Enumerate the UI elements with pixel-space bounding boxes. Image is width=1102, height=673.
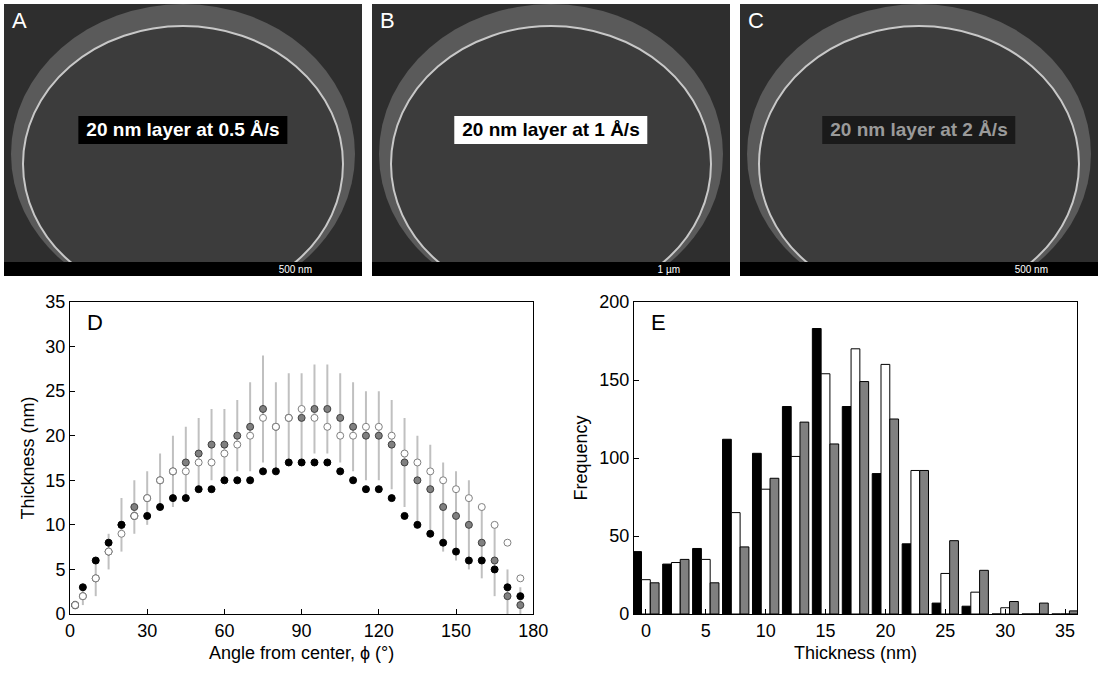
svg-text:Thickness (nm): Thickness (nm) [794,643,917,663]
svg-text:0: 0 [65,621,75,641]
svg-text:10: 10 [756,621,776,641]
svg-text:5: 5 [55,560,65,580]
svg-text:20: 20 [45,426,65,446]
svg-text:25: 25 [935,621,955,641]
svg-text:30: 30 [137,621,157,641]
svg-text:30: 30 [995,621,1015,641]
html-text:1 µm: 1 µm [657,264,680,275]
html-text:20 nm layer at 0.5 Å/s: 20 nm layer at 0.5 Å/s [86,119,280,140]
html-text:20 nm layer at 2 Å/s: 20 nm layer at 2 Å/s [830,119,1008,140]
html-text:500 nm: 500 nm [1014,264,1048,275]
svg-text:0: 0 [619,604,629,624]
svg-text:D: D [87,310,103,335]
svg-text:35: 35 [45,292,65,312]
svg-text:Angle from center, ϕ (°): Angle from center, ϕ (°) [209,643,394,663]
svg-text:E: E [651,310,666,335]
html-text:500 nm: 500 nm [278,264,312,275]
svg-text:90: 90 [292,621,312,641]
svg-text:0: 0 [641,621,651,641]
svg-text:120: 120 [364,621,394,641]
svg-text:0: 0 [55,604,65,624]
svg-text:10: 10 [45,515,65,535]
svg-text:60: 60 [214,621,234,641]
html-text:C: C [748,8,764,33]
svg-text:100: 100 [599,448,629,468]
svg-text:Frequency: Frequency [571,415,591,500]
svg-text:Thickness (nm): Thickness (nm) [18,396,38,519]
html-text:B: B [380,8,395,33]
svg-text:180: 180 [518,621,548,641]
svg-text:15: 15 [816,621,836,641]
svg-text:200: 200 [599,292,629,312]
svg-text:30: 30 [45,337,65,357]
svg-text:20: 20 [875,621,895,641]
svg-text:150: 150 [441,621,471,641]
svg-text:15: 15 [45,471,65,491]
html-text:A: A [12,8,27,33]
svg-text:5: 5 [701,621,711,641]
svg-text:25: 25 [45,381,65,401]
svg-text:150: 150 [599,370,629,390]
svg-text:50: 50 [609,526,629,546]
svg-text:35: 35 [1055,621,1075,641]
html-text:20 nm layer at 1 Å/s: 20 nm layer at 1 Å/s [462,119,640,140]
